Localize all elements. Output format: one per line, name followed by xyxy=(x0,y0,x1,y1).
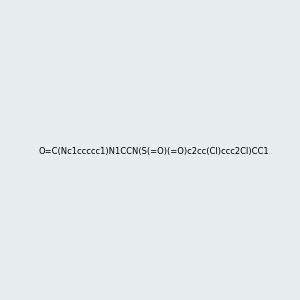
Text: O=C(Nc1ccccc1)N1CCN(S(=O)(=O)c2cc(Cl)ccc2Cl)CC1: O=C(Nc1ccccc1)N1CCN(S(=O)(=O)c2cc(Cl)ccc… xyxy=(38,147,269,156)
